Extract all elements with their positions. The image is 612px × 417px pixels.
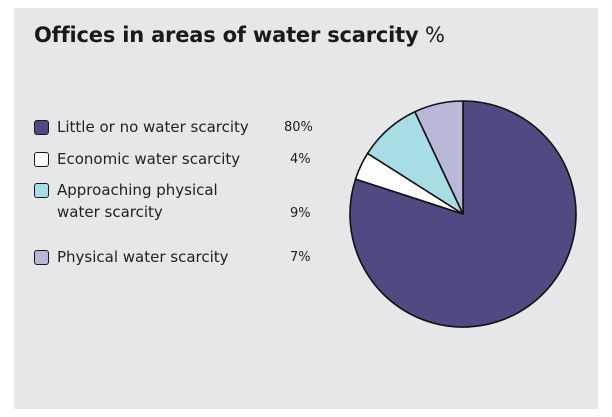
legend-label-little: Little or no water scarcity bbox=[57, 118, 249, 136]
legend-swatch-physical bbox=[34, 250, 49, 265]
chart-panel: Offices in areas of water scarcity % Lit… bbox=[14, 8, 598, 409]
legend-swatch-little bbox=[34, 120, 49, 135]
legend-swatch-approaching bbox=[34, 183, 49, 198]
legend-value-approaching: 9% bbox=[290, 206, 311, 221]
pie-slice-little bbox=[349, 100, 577, 328]
legend-label-approaching-line2: water scarcity bbox=[57, 203, 163, 221]
legend-swatch-economic bbox=[34, 152, 49, 167]
legend-item-approaching: Approaching physical water scarcity 9% bbox=[34, 179, 334, 223]
chart-title-unit: % bbox=[424, 23, 445, 47]
legend-value-economic: 4% bbox=[290, 152, 311, 167]
pie-slice-physical bbox=[414, 100, 464, 215]
legend-label-approaching-line1: Approaching physical bbox=[57, 181, 218, 199]
chart-title-text: Offices in areas of water scarcity bbox=[34, 23, 419, 47]
legend-item-little: Little or no water scarcity 80% bbox=[34, 116, 334, 138]
legend-value-little: 80% bbox=[284, 120, 313, 135]
legend-value-physical: 7% bbox=[290, 250, 311, 265]
legend-item-economic: Economic water scarcity 4% bbox=[34, 148, 334, 170]
legend-label-physical: Physical water scarcity bbox=[57, 248, 229, 266]
legend-label-economic: Economic water scarcity bbox=[57, 150, 241, 168]
chart-title: Offices in areas of water scarcity % bbox=[34, 23, 445, 47]
legend-item-physical: Physical water scarcity 7% bbox=[34, 246, 334, 268]
pie-chart bbox=[349, 100, 577, 328]
